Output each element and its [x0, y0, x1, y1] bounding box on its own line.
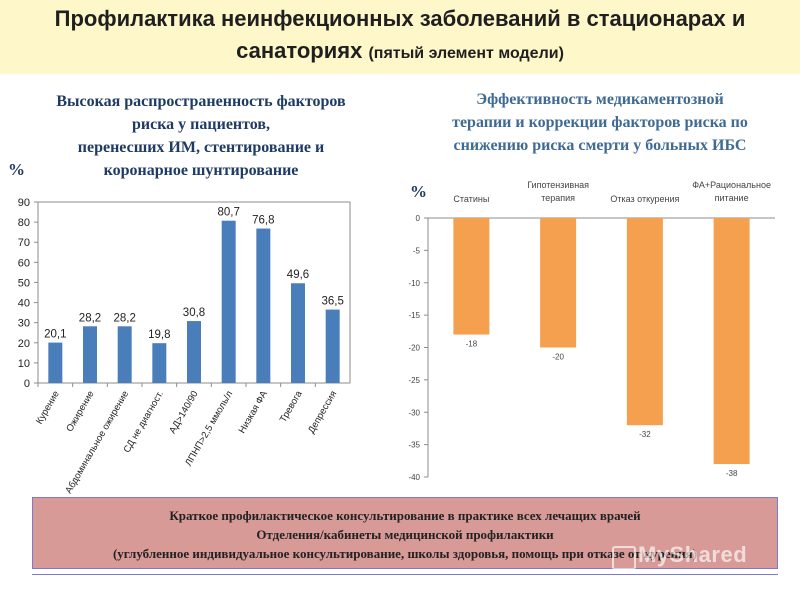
category-label: Отказ откурения [610, 194, 679, 204]
bar-value-label: 30,8 [183, 307, 205, 319]
x-tick-label: Абдоминальное ожирение [63, 389, 131, 496]
y-tick-label: 70 [18, 237, 30, 249]
bar [626, 218, 663, 426]
y-tick-label: 50 [18, 277, 30, 289]
y-tick-label: -15 [408, 311, 420, 320]
page-title-main: санаториях [236, 38, 363, 63]
right-title-line: терапии и коррекции факторов риска по [452, 114, 748, 131]
right-bar-chart: 0 -5 -10 -15 -20 -25 -30 -35 -40 -18 Статины -20 Гип… [408, 180, 775, 482]
y-tick-label: -20 [408, 344, 420, 353]
category-label: питание [715, 193, 749, 203]
bar-value-label: 36,5 [321, 296, 343, 308]
bar-value-label: 49,6 [287, 269, 309, 281]
y-tick-label: -25 [408, 376, 420, 385]
bar-value-label: 28,2 [79, 312, 101, 324]
watermark: MyShared [638, 542, 748, 567]
left-bar-chart: 0 10 20 30 40 50 60 70 80 90 20,1 Курение 28,2 Ожирен… [18, 197, 351, 496]
bar [117, 326, 132, 383]
left-title-line: Высокая распространенность факторов [56, 93, 346, 110]
bar [221, 220, 236, 383]
page-title-sub: (пятый элемент модели) [368, 45, 564, 62]
category-label: Гипотензивная [527, 180, 589, 190]
bottom-info-box: Краткое профилактическое консультировани… [32, 497, 778, 569]
left-title-line: риска у пациентов, [131, 116, 271, 133]
x-tick-label: АД>140/90 [167, 389, 200, 436]
x-tick-label: Тревога [278, 388, 305, 424]
bottom-line: Отделения/кабинеты медицинской профилакт… [256, 527, 554, 542]
x-tick-label: Курение [34, 389, 62, 426]
category-label: терапия [541, 193, 575, 203]
y-tick-label: -35 [408, 441, 420, 450]
watermark-icon [612, 546, 636, 570]
x-tick-label: Низкая ФА [237, 388, 271, 435]
y-tick-label: -40 [408, 473, 420, 482]
y-tick-label: 30 [18, 318, 30, 330]
bar [325, 309, 340, 383]
y-tick-label: 10 [18, 358, 30, 370]
bar-value-label: 28,2 [113, 312, 135, 324]
y-tick-label: -30 [408, 408, 420, 417]
y-tick-label: -5 [413, 246, 421, 255]
left-title-line: коронарное шунтирование [103, 162, 299, 179]
page-title-line2: санаториях (пятый элемент модели) [0, 38, 800, 64]
bar-value-label: -20 [552, 353, 564, 362]
header-banner: Профилактика неинфекционных заболеваний … [0, 0, 800, 74]
bar [291, 283, 305, 383]
page-title-line1: Профилактика неинфекционных заболеваний … [54, 6, 746, 31]
y-tick-label: 0 [416, 214, 421, 223]
right-chart-title: Эффективность медикаментозной терапии и … [402, 88, 798, 157]
left-unit-label: % [8, 160, 25, 179]
bar [83, 326, 97, 383]
bar [453, 218, 490, 335]
bar-value-label: 76,8 [252, 215, 274, 227]
y-tick-label: 40 [18, 298, 30, 310]
bottom-line: Краткое профилактическое консультировани… [169, 508, 641, 523]
x-tick-label: Депрессия [306, 389, 339, 436]
bottom-line: (углубленное индивидуальное консультиров… [112, 546, 698, 561]
y-tick-label: 80 [18, 217, 30, 229]
bar-value-label: 80,7 [217, 207, 239, 219]
bar-value-label: 20,1 [44, 329, 66, 341]
bar-value-label: -38 [726, 469, 738, 478]
y-tick-label: -10 [408, 279, 420, 288]
bar-value-label: 19,8 [148, 329, 170, 341]
x-tick-label: Ожирение [64, 389, 96, 434]
bar-value-label: -18 [466, 340, 478, 349]
bottom-divider [32, 574, 778, 575]
y-tick-label: 60 [18, 257, 30, 269]
bar [187, 321, 201, 383]
bar [48, 342, 63, 383]
category-label: Статины [453, 194, 489, 204]
left-title-line: перенесших ИМ, стентирование и [77, 139, 325, 156]
bar [152, 343, 167, 383]
bar [540, 218, 577, 348]
y-tick-label: 20 [18, 338, 30, 350]
y-tick-label: 90 [18, 197, 30, 209]
right-unit-label: % [410, 182, 427, 201]
category-label: ФА+Рациональное [692, 180, 771, 190]
y-tick-label: 0 [24, 378, 30, 390]
right-title-line: снижению риска смерти у больных ИБС [453, 137, 747, 154]
right-title-line: Эффективность медикаментозной [476, 91, 724, 108]
bar [256, 228, 271, 383]
bar [713, 218, 750, 465]
bar-value-label: -32 [639, 430, 651, 439]
left-chart-title: Высокая распространенность факторов риск… [6, 90, 396, 182]
